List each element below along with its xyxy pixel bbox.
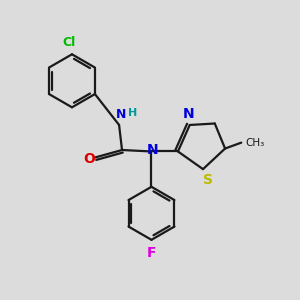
Text: S: S xyxy=(203,173,213,187)
Text: O: O xyxy=(83,152,95,166)
Text: N: N xyxy=(147,143,159,157)
Text: Cl: Cl xyxy=(62,36,76,49)
Text: F: F xyxy=(147,246,156,260)
Text: CH₃: CH₃ xyxy=(246,138,265,148)
Text: N: N xyxy=(116,108,127,122)
Text: N: N xyxy=(182,106,194,121)
Text: H: H xyxy=(128,108,137,118)
